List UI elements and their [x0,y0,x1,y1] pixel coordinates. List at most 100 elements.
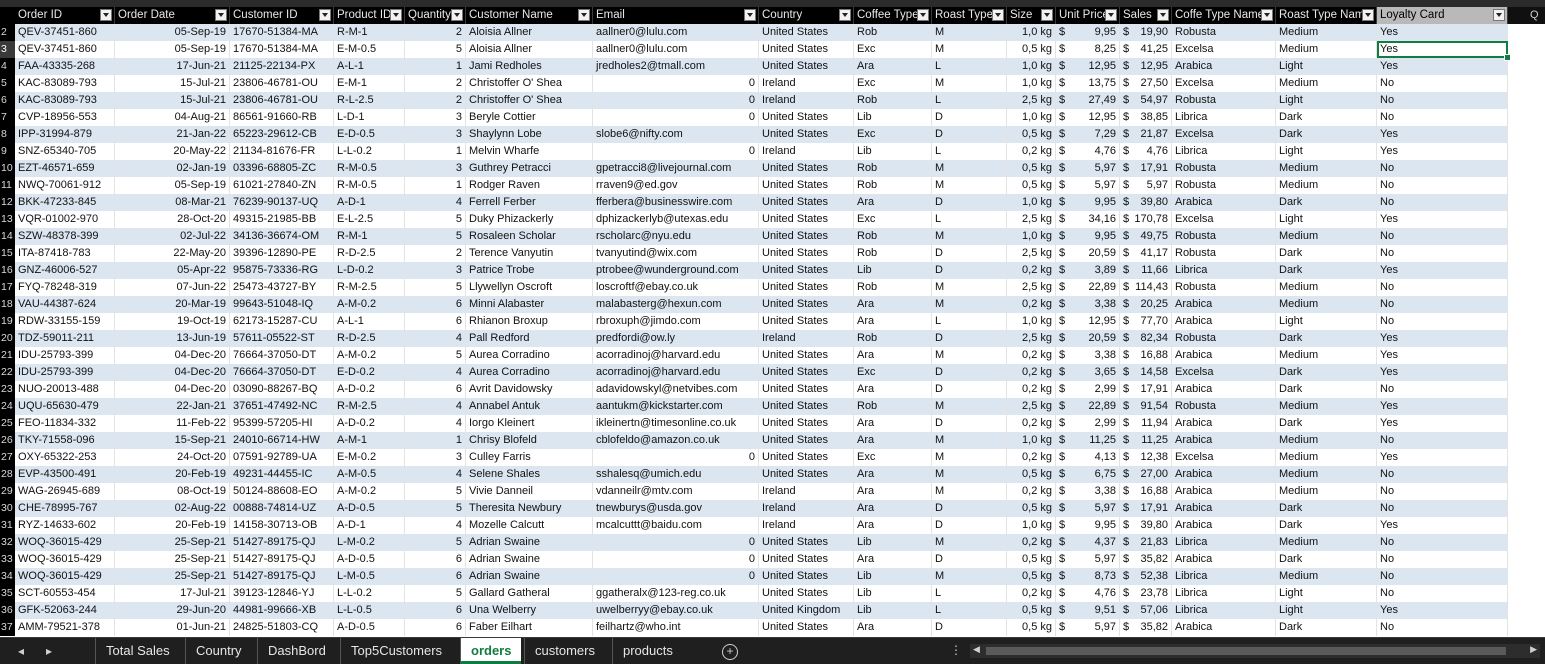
unit-price-currency[interactable]: $ [1059,111,1066,123]
loyalty-card-cell[interactable]: Yes [1377,347,1508,364]
country-cell[interactable]: Ireland [759,143,854,160]
email-cell[interactable]: rscholarc@nyu.edu [593,228,759,245]
sales-currency[interactable]: $ [1123,281,1130,293]
order-date-cell[interactable]: 15-Jul-21 [115,75,230,92]
row-number[interactable]: 36 [0,602,15,619]
row-number[interactable]: 9 [0,143,15,160]
email-cell[interactable]: fferbera@businesswire.com [593,194,759,211]
size-cell[interactable]: 1,0 kg [1007,517,1056,534]
unit-price-currency[interactable]: $ [1059,247,1066,259]
unit-price-cell[interactable]: 5,97 [1066,500,1120,517]
unit-price-cell[interactable]: 7,29 [1066,126,1120,143]
filter-dropdown-icon[interactable] [451,9,463,21]
row-number[interactable]: 8 [0,126,15,143]
quantity-cell[interactable]: 4 [405,398,466,415]
roast-type-cell[interactable]: M [932,466,1007,483]
select-all-corner[interactable] [0,7,15,24]
customer-name-cell[interactable]: Minni Alabaster [466,296,593,313]
coffee-type-name-cell[interactable]: Arabica [1172,619,1276,636]
customer-id-cell[interactable]: 49231-44455-IC [230,466,334,483]
row-number[interactable]: 18 [0,296,15,313]
sales-currency[interactable]: $ [1123,536,1130,548]
sales-cell[interactable]: 20,25 [1128,296,1172,313]
order-date-cell[interactable]: 04-Dec-20 [115,347,230,364]
sales-currency[interactable]: $ [1123,145,1130,157]
product-id-cell[interactable]: R-M-2.5 [334,398,405,415]
coffee-type-name-cell[interactable]: Librica [1172,262,1276,279]
coffee-type-name-cell[interactable]: Arabica [1172,466,1276,483]
roast-type-name-cell[interactable]: Medium [1276,568,1377,585]
roast-type-name-cell[interactable]: Medium [1276,228,1377,245]
sales-currency[interactable]: $ [1123,366,1130,378]
unit-price-cell[interactable]: 11,25 [1066,432,1120,449]
order-date-cell[interactable]: 28-Oct-20 [115,211,230,228]
country-cell[interactable]: United States [759,24,854,41]
sales-cell[interactable]: 54,97 [1128,92,1172,109]
coffee-type-cell[interactable]: Exc [854,41,932,58]
tab-orders[interactable]: orders [460,638,522,664]
customer-id-cell[interactable]: 17670-51384-MA [230,41,334,58]
tab-country[interactable]: Country [185,638,252,664]
roast-type-name-cell[interactable]: Dark [1276,126,1377,143]
coffee-type-name-cell[interactable]: Robusta [1172,398,1276,415]
customer-id-cell[interactable]: 24825-51803-CQ [230,619,334,636]
unit-price-cell[interactable]: 3,65 [1066,364,1120,381]
unit-price-currency[interactable]: $ [1059,26,1066,38]
product-id-cell[interactable]: A-M-1 [334,432,405,449]
quantity-cell[interactable]: 3 [405,262,466,279]
sales-cell[interactable]: 16,88 [1128,347,1172,364]
roast-type-name-cell[interactable]: Light [1276,58,1377,75]
customer-id-cell[interactable]: 95875-73336-RG [230,262,334,279]
order-id-cell[interactable]: BKK-47233-845 [15,194,115,211]
unit-price-cell[interactable]: 34,16 [1066,211,1120,228]
coffee-type-name-cell[interactable]: Robusta [1172,160,1276,177]
coffee-type-cell[interactable]: Ara [854,58,932,75]
customer-id-cell[interactable]: 51427-89175-QJ [230,568,334,585]
order-date-cell[interactable]: 22-May-20 [115,245,230,262]
country-cell[interactable]: United States [759,313,854,330]
product-id-cell[interactable]: E-L-2.5 [334,211,405,228]
roast-type-name-cell[interactable]: Medium [1276,279,1377,296]
size-cell[interactable]: 2,5 kg [1007,279,1056,296]
sales-cell[interactable]: 82,34 [1128,330,1172,347]
roast-type-cell[interactable]: D [932,415,1007,432]
order-id-cell[interactable]: WAG-26945-689 [15,483,115,500]
roast-type-name-cell[interactable]: Medium [1276,432,1377,449]
roast-type-name-cell[interactable]: Dark [1276,364,1377,381]
loyalty-card-cell[interactable]: No [1377,466,1508,483]
country-cell[interactable]: Ireland [759,75,854,92]
country-cell[interactable]: United States [759,194,854,211]
next-sheet-icon[interactable]: ▸ [46,644,53,658]
roast-type-cell[interactable]: D [932,364,1007,381]
country-cell[interactable]: United States [759,228,854,245]
loyalty-card-cell[interactable]: Yes [1377,330,1508,347]
coffee-type-name-cell[interactable]: Librica [1172,109,1276,126]
column-header-5[interactable]: Customer Name [466,7,593,24]
sales-currency[interactable]: $ [1123,587,1130,599]
order-date-cell[interactable]: 17-Jun-21 [115,58,230,75]
unit-price-currency[interactable]: $ [1059,400,1066,412]
order-id-cell[interactable]: CVP-18956-553 [15,109,115,126]
roast-type-name-cell[interactable]: Dark [1276,415,1377,432]
roast-type-name-cell[interactable]: Dark [1276,262,1377,279]
roast-type-cell[interactable]: D [932,194,1007,211]
roast-type-cell[interactable]: L [932,313,1007,330]
coffee-type-name-cell[interactable]: Excelsa [1172,211,1276,228]
coffee-type-cell[interactable]: Rob [854,177,932,194]
country-cell[interactable]: Ireland [759,500,854,517]
size-cell[interactable]: 0,2 kg [1007,585,1056,602]
loyalty-card-cell[interactable]: No [1377,92,1508,109]
unit-price-cell[interactable]: 5,97 [1066,160,1120,177]
customer-id-cell[interactable]: 49315-21985-BB [230,211,334,228]
quantity-cell[interactable]: 4 [405,466,466,483]
column-header-14[interactable]: Roast Type Name [1276,7,1377,24]
unit-price-currency[interactable]: $ [1059,570,1066,582]
country-cell[interactable]: United States [759,109,854,126]
unit-price-currency[interactable]: $ [1059,604,1066,616]
row-number[interactable]: 17 [0,279,15,296]
loyalty-card-cell[interactable]: Yes [1377,143,1508,160]
customer-id-cell[interactable]: 34136-36674-OM [230,228,334,245]
loyalty-card-cell[interactable]: Yes [1377,262,1508,279]
coffee-type-name-cell[interactable]: Robusta [1172,228,1276,245]
sales-currency[interactable]: $ [1123,128,1130,140]
